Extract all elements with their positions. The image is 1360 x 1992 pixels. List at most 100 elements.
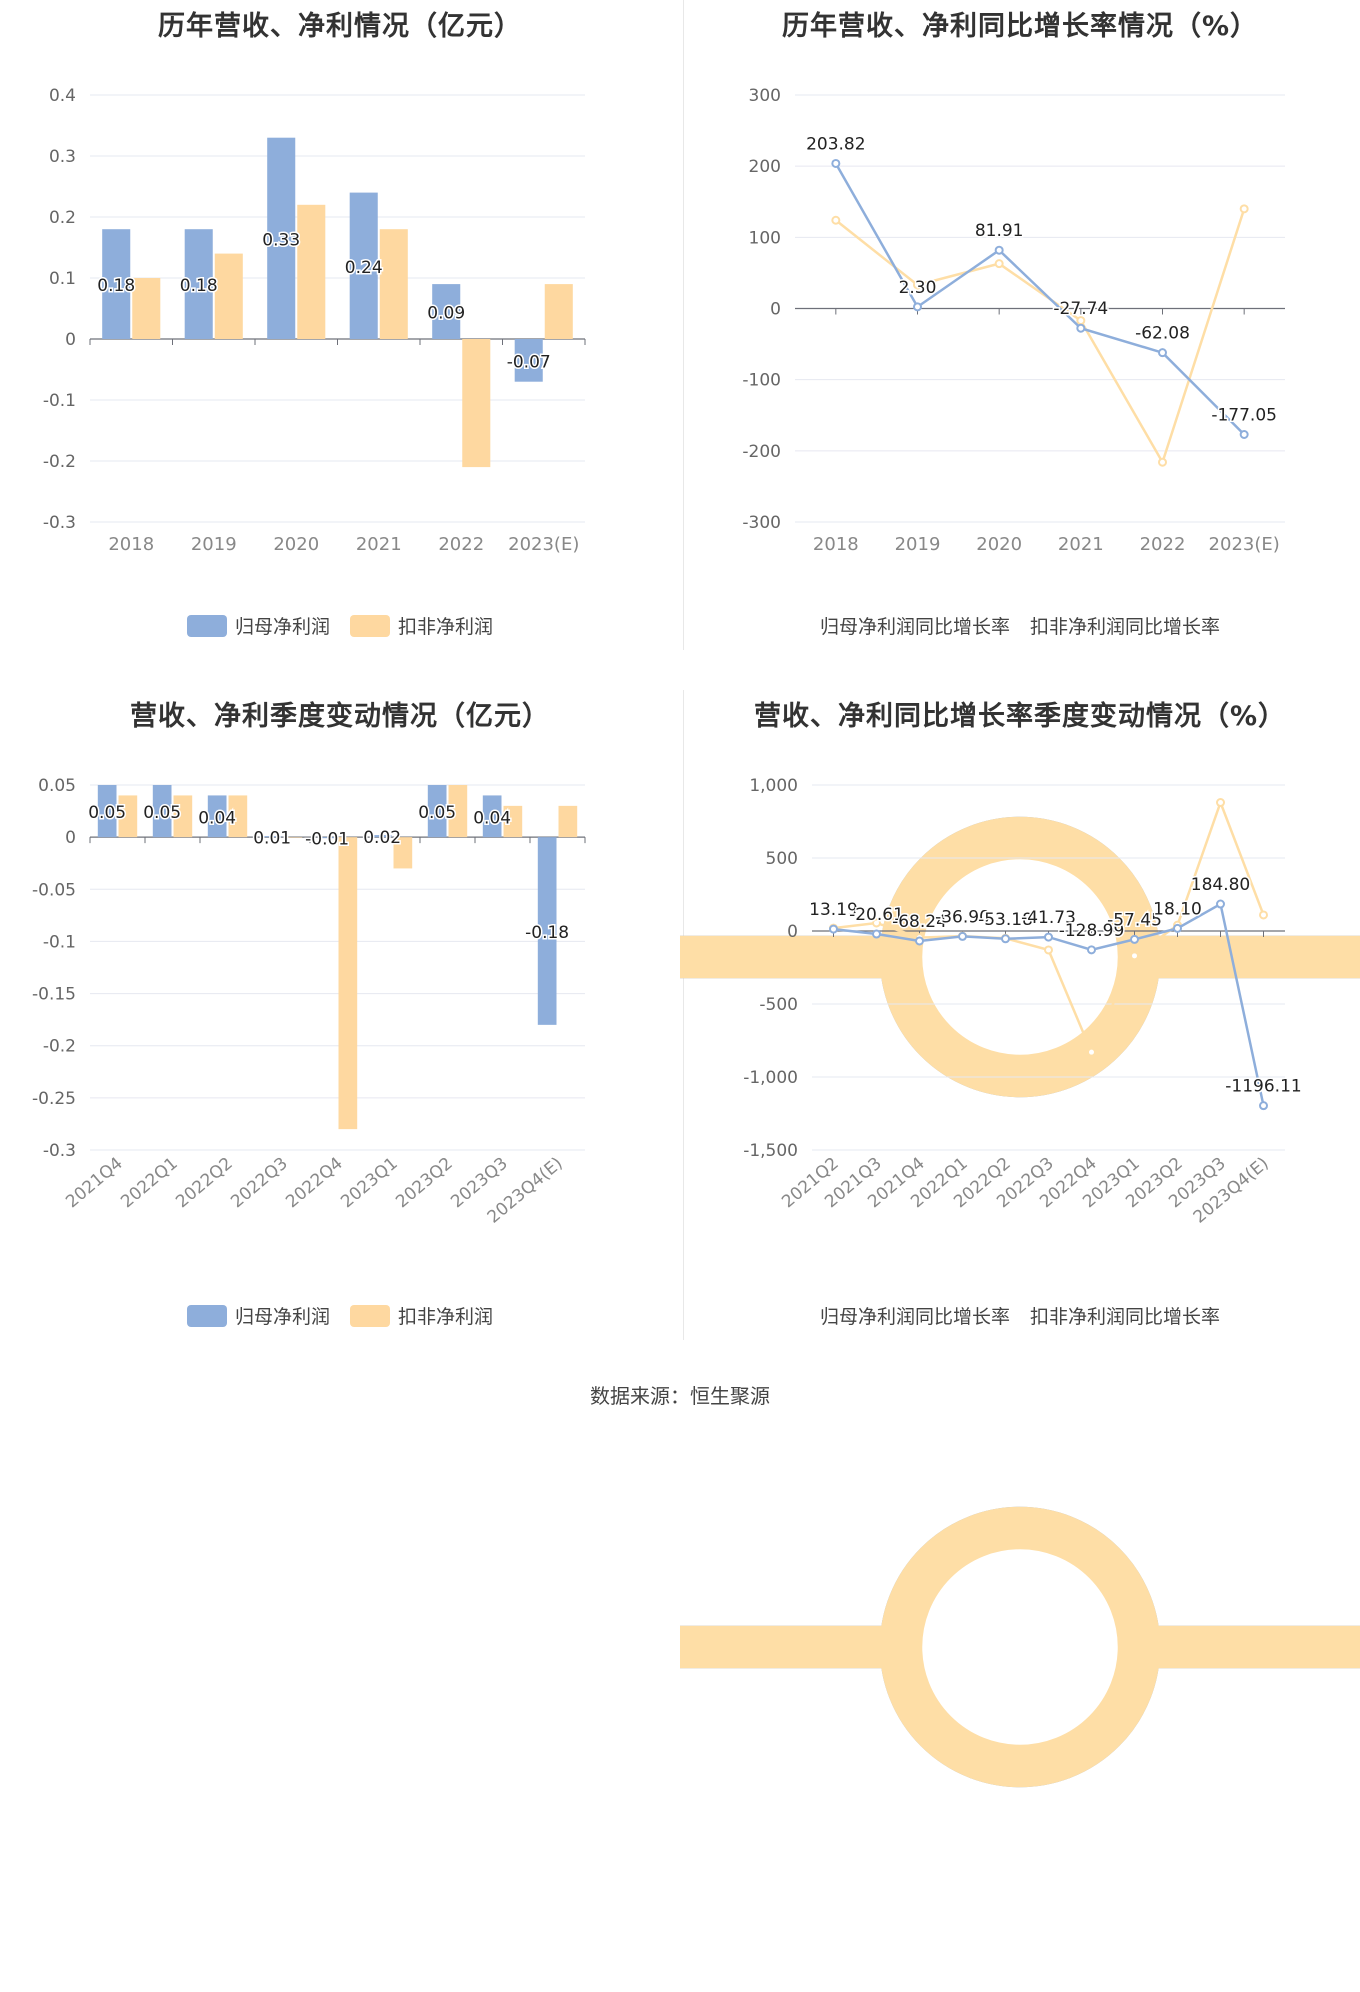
chart-legend: 归母净利润 扣非净利润: [0, 1302, 680, 1329]
legend-swatch-series1: [186, 614, 227, 637]
point-series2: [1044, 945, 1053, 955]
x-tick-label: 2021: [356, 534, 402, 555]
bar-series1: [102, 229, 131, 339]
chart-title: 历年营收、净利同比增长率情况（%）: [781, 11, 1259, 42]
bar-data-label: 0.01: [253, 829, 291, 849]
legend-item-series1[interactable]: 归母净利润: [186, 612, 330, 639]
bar-series2: [544, 284, 573, 339]
quarterly-growth-chart-panel: 营收、净利同比增长率季度变动情况（%） 1,000 500 0 -500 -1,000 -…: [680, 690, 1360, 1788]
x-tick-label: 2023(E): [508, 534, 579, 555]
annual-growth-chart-panel: 历年营收、净利同比增长率情况（%） 300 200 100 0 -100 -200 -300…: [680, 0, 1360, 1098]
chart-title: 营收、净利季度变动情况（亿元）: [130, 701, 550, 732]
point-series1: [829, 924, 838, 934]
point-data-label: -41.73: [1021, 908, 1076, 928]
y-tick-label: 300: [749, 86, 781, 106]
point-series1: [913, 302, 922, 312]
legend-item-series2[interactable]: 扣非净利润同比增长率: [680, 612, 1360, 1098]
bar-data-label: 0.05: [418, 803, 456, 823]
bar-series2: [448, 785, 468, 838]
bar-series1: [432, 284, 461, 339]
annual-profit-chart-panel: 历年营收、净利情况（亿元） 0.4 0.3 0.2 0.1 0 -0.1 -0.2 -0.3 2…: [0, 0, 680, 690]
bar-series2: [503, 805, 523, 838]
point-series1: [1044, 932, 1053, 942]
x-tick-label: 2022: [438, 534, 484, 555]
bar-data-label: 0.18: [180, 276, 218, 296]
x-tick-label: 2022Q1: [117, 1154, 182, 1213]
data-source-note: 数据来源：恒生聚源: [590, 1384, 770, 1408]
x-tick-label: 2023Q1: [337, 1154, 402, 1213]
bar-series2: [338, 837, 358, 1130]
point-series1: [1158, 348, 1167, 358]
x-tick-label: 2023Q2: [392, 1154, 457, 1213]
bar-data-label: 0.05: [88, 803, 126, 823]
legend-item-series1[interactable]: 归母净利润: [186, 1302, 330, 1329]
chart-legend: 归母净利润同比增长率 扣非净利润同比增长率: [680, 1302, 1360, 1788]
legend-item-series2[interactable]: 扣非净利润同比增长率: [680, 1302, 1360, 1788]
legend-item-series2[interactable]: 扣非净利润: [350, 1302, 493, 1329]
legend-swatch-series2: [350, 1304, 390, 1327]
legend-label: 扣非净利润同比增长率: [1030, 616, 1221, 638]
y-tick-label: 0: [65, 330, 76, 350]
point-series2: [1259, 910, 1268, 920]
bar-series2: [173, 795, 193, 838]
point-series1: [1087, 945, 1096, 955]
chart-title: 历年营收、净利情况（亿元）: [158, 11, 522, 42]
point-data-label: 2.30: [899, 278, 937, 298]
legend-label: 归母净利润: [234, 616, 330, 638]
y-tick-label: -0.1: [43, 391, 76, 411]
quarterly-profit-chart-panel: 营收、净利季度变动情况（亿元） 0.05 0 -0.05 -0.1 -0.15 -0.2 -…: [0, 690, 680, 1380]
y-tick-label: -0.3: [43, 1141, 76, 1161]
bar-data-label: -0.01: [305, 830, 349, 850]
point-series1: [994, 245, 1004, 255]
bar-series2: [558, 805, 578, 838]
point-series1: [915, 936, 924, 946]
panel-divider-bottom: [683, 690, 684, 1340]
y-tick-label: -200: [742, 442, 781, 462]
x-tick-label: 2021: [1058, 534, 1104, 555]
bar-series2: [118, 795, 138, 838]
y-tick-label: 0: [787, 922, 798, 942]
point-series2: [994, 259, 1004, 269]
y-tick-label: -0.3: [43, 513, 76, 533]
bar-series2: [462, 339, 491, 468]
legend-swatch-series2: [680, 816, 1360, 1098]
legend-swatch-series2: [350, 614, 390, 637]
point-data-label: -27.74: [1053, 299, 1108, 319]
point-series1: [1076, 323, 1086, 333]
point-data-label: -20.61: [849, 905, 904, 925]
bar-data-label: 0.18: [97, 276, 135, 296]
bar-data-label: -0.18: [525, 923, 569, 943]
y-tick-label: -0.1: [43, 932, 76, 952]
point-series2: [913, 280, 922, 290]
bar-data-label: -0.07: [507, 352, 551, 372]
bar-data-label: 0.33: [262, 230, 300, 250]
bar-data-label: 0.24: [345, 258, 383, 278]
point-data-label: 81.91: [975, 221, 1024, 241]
legend-label: 扣非净利润: [398, 1306, 494, 1328]
x-tick-label: 2022Q4: [282, 1154, 347, 1213]
x-tick-label: 2019: [895, 534, 941, 555]
x-tick-label: 2018: [813, 534, 859, 555]
x-tick-label: 2022Q3: [227, 1154, 292, 1213]
line-series1: [834, 162, 1246, 436]
legend-label: 扣非净利润: [398, 616, 494, 638]
quarterly-growth-line-chart: 1,0005000-500-1,000-1,5002021Q22021Q3202…: [743, 776, 1303, 1228]
point-data-label: -177.05: [1211, 406, 1277, 426]
panel-divider-top: [683, 0, 684, 650]
y-tick-label: 0.05: [38, 776, 76, 796]
bar-series1: [427, 785, 447, 838]
point-series1: [872, 929, 881, 939]
chart-title: 营收、净利同比增长率季度变动情况（%）: [753, 701, 1287, 732]
point-series1: [831, 158, 841, 168]
legend-item-series2[interactable]: 扣非净利润: [350, 612, 493, 639]
bar-series1: [372, 835, 392, 838]
point-data-label: -128.99: [1059, 921, 1125, 941]
y-tick-label: -1,500: [743, 1141, 798, 1161]
point-data-label: -68.24: [892, 912, 947, 932]
point-series2: [831, 215, 841, 225]
bar-series1: [349, 192, 378, 339]
point-series1: [1173, 923, 1182, 933]
y-tick-label: 0: [770, 300, 781, 320]
y-tick-label: -0.25: [32, 1089, 76, 1109]
line-series2: [835, 208, 1246, 466]
